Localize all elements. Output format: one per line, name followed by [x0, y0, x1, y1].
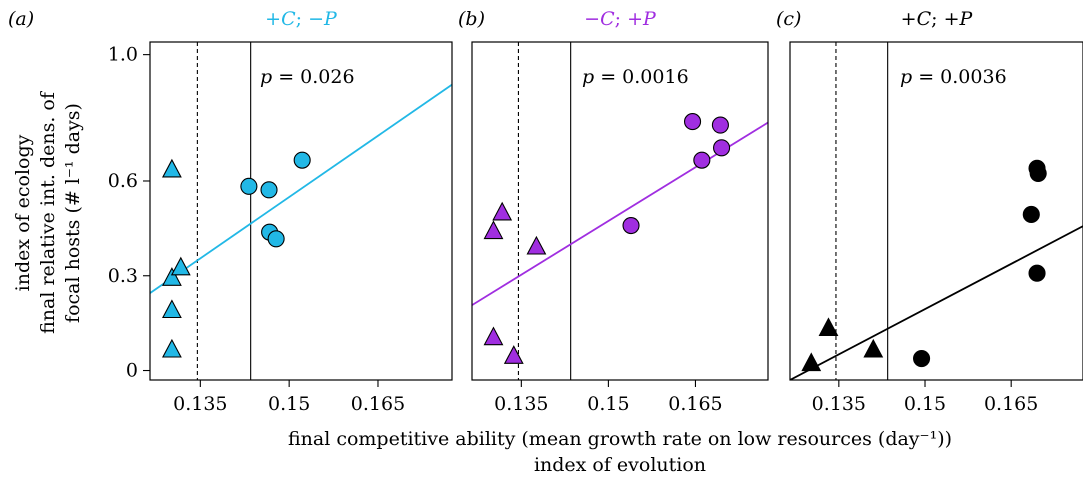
panel-frame — [149, 41, 453, 381]
y-axis-label: index of ecology final relative int. den… — [12, 90, 84, 334]
circle-point — [1028, 159, 1046, 177]
circle-point — [913, 349, 931, 368]
triangle-point — [863, 338, 884, 358]
y-tick-label: 0 — [126, 360, 138, 382]
panel-letter: (c) — [776, 8, 801, 30]
triangle-point — [161, 267, 182, 286]
y-tick-label: 1.0 — [108, 44, 138, 66]
circle-point — [683, 113, 702, 131]
regression-line — [790, 225, 1083, 380]
panel-frame — [789, 41, 1083, 381]
p-value-label: p = 0.0016 — [582, 66, 689, 88]
triangle-point — [170, 256, 191, 276]
x-tick-label: 0.135 — [494, 393, 548, 415]
triangle-point — [503, 345, 524, 364]
y-axis-label-line2: final relative int. dens. of — [37, 90, 59, 334]
y-axis-label-line1: index of ecology — [12, 134, 34, 291]
triangle-point — [161, 299, 182, 319]
y-tick-label: 0.6 — [108, 170, 138, 192]
circle-point — [713, 139, 731, 157]
triangle-point — [483, 220, 504, 240]
circle-point — [267, 230, 285, 248]
x-axis-label-line2: index of evolution — [534, 454, 706, 476]
circle-point — [1022, 205, 1040, 224]
panel-plot-area — [150, 42, 452, 380]
panel-letter: (b) — [458, 8, 485, 30]
x-tick-label: 0.165 — [668, 393, 722, 415]
p-value-label: p = 0.0036 — [900, 66, 1007, 88]
triangle-point — [818, 317, 839, 337]
panel-a: 0.135 0.15 0.165 0 0.3 0.6 1.0 (a) +C; −P p = 0.0… — [8, 8, 453, 415]
panel-b: 0.135 0.15 0.165 (b) −C; +P p = 0.0016 — [458, 8, 769, 415]
x-tick-label: 0.15 — [268, 393, 310, 415]
circle-point — [711, 116, 729, 134]
x-tick-label: 0.135 — [173, 393, 227, 415]
panel-title: +C; +P — [901, 8, 974, 30]
p-value-label: p = 0.026 — [260, 66, 355, 88]
triangle-point — [801, 352, 822, 372]
x-tick-label: 0.15 — [904, 393, 946, 415]
panel-c: 0.135 0.15 0.165 (c) +C; +P p = 0.0036 — [776, 8, 1083, 415]
circle-point — [240, 177, 258, 195]
triangle-point — [526, 235, 547, 255]
y-axis-label-line3: focal hosts (# l⁻¹ days) — [62, 103, 84, 323]
panel-title: +C; −P — [265, 8, 338, 30]
x-tick-label: 0.165 — [351, 393, 405, 415]
panel-title: −C; +P — [584, 8, 657, 30]
circle-point — [622, 216, 640, 235]
panel-letter: (a) — [8, 8, 34, 30]
triangle-point — [483, 326, 504, 346]
circle-point — [293, 151, 311, 169]
panel-plot-area — [790, 42, 1083, 380]
panel-frame — [471, 41, 769, 381]
x-tick-label: 0.165 — [984, 393, 1038, 415]
x-tick-label: 0.15 — [587, 393, 629, 415]
y-tick-label: 0.3 — [108, 265, 138, 287]
circle-point — [693, 151, 711, 169]
triangle-point — [161, 158, 182, 178]
triangle-point — [492, 201, 513, 221]
circle-point — [1028, 264, 1046, 282]
x-axis-label-line1: final competitive ability (mean growth r… — [288, 428, 952, 450]
x-tick-label: 0.135 — [812, 393, 866, 415]
circle-point — [260, 181, 278, 199]
panels: 0.135 0.15 0.165 0 0.3 0.6 1.0 (a) +C; −P p = 0.0… — [8, 8, 1083, 415]
triangle-point — [161, 338, 182, 358]
regression-line — [150, 83, 452, 294]
panel-plot-area — [472, 42, 768, 380]
